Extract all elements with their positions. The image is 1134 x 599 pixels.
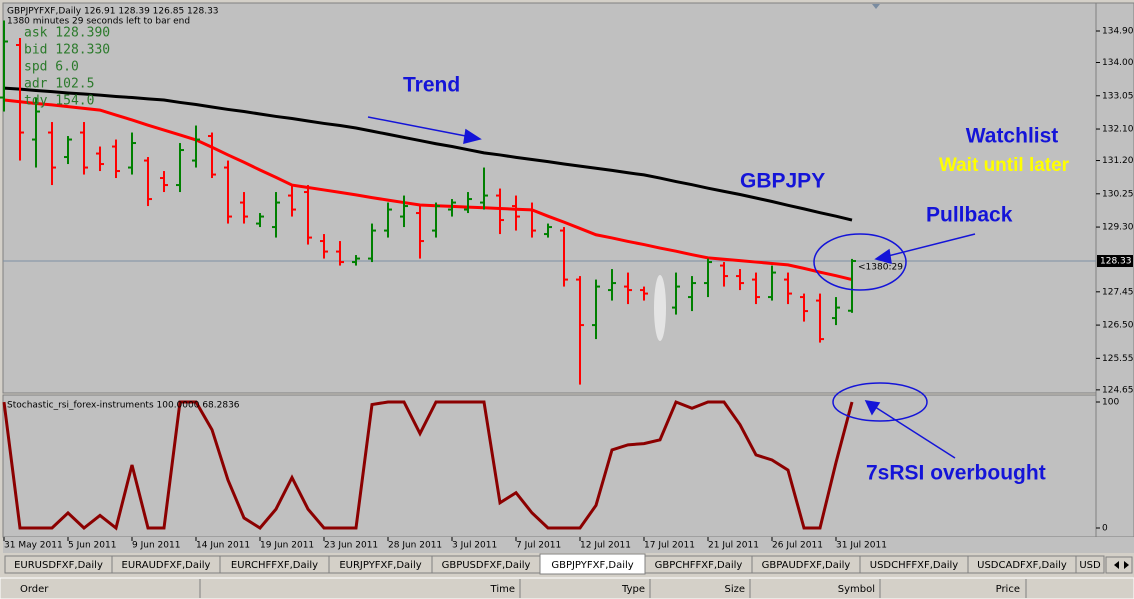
tab-label[interactable]: USDCHFFXF,Daily xyxy=(870,560,959,571)
y-tick-label: 124.65 xyxy=(1102,385,1134,395)
header-row xyxy=(0,577,1134,599)
tab-scroll-left[interactable] xyxy=(1114,561,1119,569)
tab-label[interactable]: EURUSDFXF,Daily xyxy=(14,560,103,571)
y-tick-label: 134.90 xyxy=(1102,27,1134,37)
highlight xyxy=(654,275,666,341)
tab[interactable] xyxy=(1075,555,1105,574)
y-tick-label: 100 xyxy=(1102,398,1119,408)
y-tick-label: 131.20 xyxy=(1102,156,1134,166)
y-tick-label: 134.00 xyxy=(1102,58,1134,68)
x-tick-label: 17 Jul 2011 xyxy=(644,541,695,551)
y-tick-label: 130.25 xyxy=(1102,189,1134,199)
x-tick-label: 28 Jun 2011 xyxy=(388,541,442,551)
annotation: Trend xyxy=(403,74,460,97)
column-header[interactable]: Symbol xyxy=(838,584,875,595)
column-header[interactable]: Size xyxy=(724,584,745,595)
x-tick-label: 21 Jul 2011 xyxy=(708,541,759,551)
annotation: Pullback xyxy=(926,204,1013,227)
y-tick-label: 127.45 xyxy=(1102,287,1134,297)
x-tick-label: 14 Jun 2011 xyxy=(196,541,250,551)
scroll-marker xyxy=(872,4,880,9)
tab-label[interactable]: GBPJPYFXF,Daily xyxy=(551,560,633,571)
annotation: GBPJPY xyxy=(740,170,825,193)
info-line: tdy 154.0 xyxy=(24,94,94,109)
moving-average xyxy=(3,86,853,222)
column-header[interactable]: Type xyxy=(621,584,645,595)
column-header[interactable]: Price xyxy=(996,584,1020,595)
x-tick-label: 3 Jul 2011 xyxy=(452,541,497,551)
x-tick-label: 26 Jul 2011 xyxy=(772,541,823,551)
info-line: bid 128.330 xyxy=(24,43,110,58)
current-price-box xyxy=(1097,255,1133,268)
column-header[interactable]: Time xyxy=(490,584,515,595)
tab-label[interactable]: EURAUDFXF,Daily xyxy=(122,560,211,571)
y-tick-label: 132.10 xyxy=(1102,125,1134,135)
y-tick-label: 133.05 xyxy=(1102,91,1134,101)
bar-timer: <1380:29 xyxy=(858,263,903,273)
chart-header: GBPJPYFXF,Daily 126.91 128.39 126.85 128… xyxy=(7,7,219,17)
x-tick-label: 5 Jun 2011 xyxy=(68,541,116,551)
date-axis xyxy=(3,537,1134,553)
annotation: 7sRSI overbought xyxy=(866,462,1046,485)
tab-label[interactable]: USD xyxy=(1079,560,1101,571)
column-header[interactable]: Order xyxy=(20,584,49,595)
x-tick-label: 12 Jul 2011 xyxy=(580,541,631,551)
tab-label[interactable]: GBPCHFFXF,Daily xyxy=(655,560,743,571)
info-line: adr 102.5 xyxy=(24,77,94,92)
tab-label[interactable]: USDCADFXF,Daily xyxy=(977,560,1067,571)
tab-scroll-right[interactable] xyxy=(1124,561,1129,569)
y-tick-label: 126.50 xyxy=(1102,321,1134,331)
x-tick-label: 23 Jun 2011 xyxy=(324,541,378,551)
y-tick-label: 125.55 xyxy=(1102,354,1134,364)
indicator-line xyxy=(2,400,854,531)
indicator-panel xyxy=(2,394,1097,538)
y-tick-label: 129.30 xyxy=(1102,223,1134,233)
y-tick-label: 0 xyxy=(1102,524,1108,534)
current-price-label: 128.33 xyxy=(1100,257,1132,267)
x-tick-label: 31 May 2011 xyxy=(4,541,63,551)
tab-bar: EURUSDFXF,Daily EURAUDFXF,Daily EURCHFFXF,… xyxy=(0,553,1134,576)
x-tick-label: 9 Jun 2011 xyxy=(132,541,180,551)
annotation: Wait until later xyxy=(939,155,1070,176)
moving-average xyxy=(3,98,853,282)
x-tick-label: 19 Jun 2011 xyxy=(260,541,314,551)
x-tick-label: 7 Jul 2011 xyxy=(516,541,561,551)
info-line: ask 128.390 xyxy=(24,26,110,41)
tab-label[interactable]: GBPUSDFXF,Daily xyxy=(442,560,531,571)
plot: 134.90 134.00 133.05 132.10 131.20 130.25 129.… xyxy=(0,20,1134,551)
price-axis xyxy=(1095,2,1134,538)
price-panel xyxy=(2,2,1097,394)
arrows xyxy=(367,116,976,459)
tab-label[interactable]: GBPAUDFXF,Daily xyxy=(762,560,851,571)
info-line: spd 6.0 xyxy=(24,60,79,75)
annotation: Watchlist xyxy=(966,125,1059,148)
x-tick-label: 31 Jul 2011 xyxy=(836,541,887,551)
countdown: 1380 minutes 29 seconds left to bar end xyxy=(7,17,190,27)
terminal-header: Order Time Type Size Symbol Price xyxy=(0,577,1134,599)
tab-label[interactable]: EURCHFFXF,Daily xyxy=(231,560,318,571)
indicator-title: Stochastic_rsi_forex-instruments 100.000… xyxy=(7,401,240,411)
tab-label[interactable]: EURJPYFXF,Daily xyxy=(339,560,421,571)
